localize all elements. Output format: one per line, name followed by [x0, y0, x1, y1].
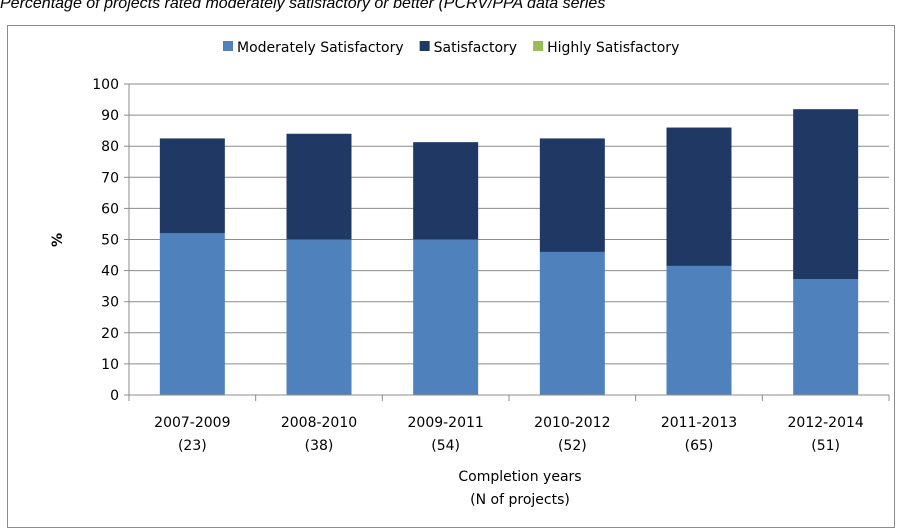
- bar-segment-2: [666, 127, 732, 266]
- y-axis-label: %: [50, 233, 66, 247]
- chart-title: Percentage of projects rated moderately …: [0, 0, 606, 12]
- bar-segment-1: [793, 278, 859, 395]
- y-tick-label: 10: [101, 357, 119, 373]
- x-tick-label: 2011-2013 (65): [661, 415, 737, 454]
- x-tick-label: 2009-2011 (54): [408, 415, 484, 454]
- x-axis-tick-labels: 2007-2009 (23) 2008-2010 (38) 2009-2011 (54) 2…: [154, 415, 864, 454]
- x-tick-label: 2007-2009 (23): [154, 415, 230, 454]
- legend-item: Moderately Satisfactory: [223, 40, 404, 56]
- legend-swatch: [223, 41, 233, 51]
- bar-segment-2: [286, 133, 352, 240]
- x-tick-label: 2012-2014 (51): [788, 415, 864, 454]
- legend-label: Highly Satisfactory: [547, 40, 679, 56]
- axes: [128, 84, 890, 401]
- y-tick-label: 40: [101, 264, 119, 280]
- y-tick-label: 50: [101, 233, 119, 249]
- y-tick-label: 0: [110, 388, 119, 404]
- y-tick-label: 20: [101, 326, 119, 342]
- chart-area: Moderately Satisfactory Satisfactory Highl…: [7, 25, 895, 528]
- y-tick-label: 100: [92, 77, 119, 93]
- bar-segment-2: [159, 138, 225, 234]
- y-tick-label: 60: [101, 201, 119, 217]
- x-tick-label: 2008-2010 (38): [281, 415, 357, 454]
- legend-swatch: [419, 41, 430, 51]
- y-tick-label: 80: [101, 139, 119, 155]
- bar-segment-2: [793, 109, 859, 279]
- legend-label: Moderately Satisfactory: [237, 40, 404, 56]
- legend: Moderately Satisfactory Satisfactory Highl…: [223, 40, 679, 56]
- bar-segment-2: [413, 142, 479, 240]
- bars: [159, 109, 859, 395]
- y-axis-tick-labels: 0 10 20 30 40 50 60 70 80 90 100: [92, 77, 119, 404]
- gridlines: [124, 83, 889, 396]
- bar-segment-2: [539, 138, 605, 252]
- bar-segment-1: [666, 265, 732, 395]
- bar-segment-1: [413, 239, 479, 395]
- stacked-bar-chart: Moderately Satisfactory Satisfactory Highl…: [50, 40, 890, 508]
- legend-item: Highly Satisfactory: [533, 40, 679, 56]
- bar-segment-1: [286, 239, 352, 395]
- legend-label: Satisfactory: [434, 40, 517, 56]
- x-axis-title: Completion years (N of projects): [458, 469, 581, 508]
- legend-item: Satisfactory: [419, 40, 517, 56]
- y-tick-label: 30: [101, 295, 119, 311]
- legend-swatch: [533, 41, 544, 51]
- y-tick-label: 90: [101, 108, 119, 124]
- y-tick-label: 70: [101, 170, 119, 186]
- x-tick-label: 2010-2012 (52): [534, 415, 610, 454]
- x-axis-label: Completion years (N of projects): [458, 469, 581, 508]
- bar-segment-1: [539, 251, 605, 395]
- bar-segment-1: [159, 233, 225, 395]
